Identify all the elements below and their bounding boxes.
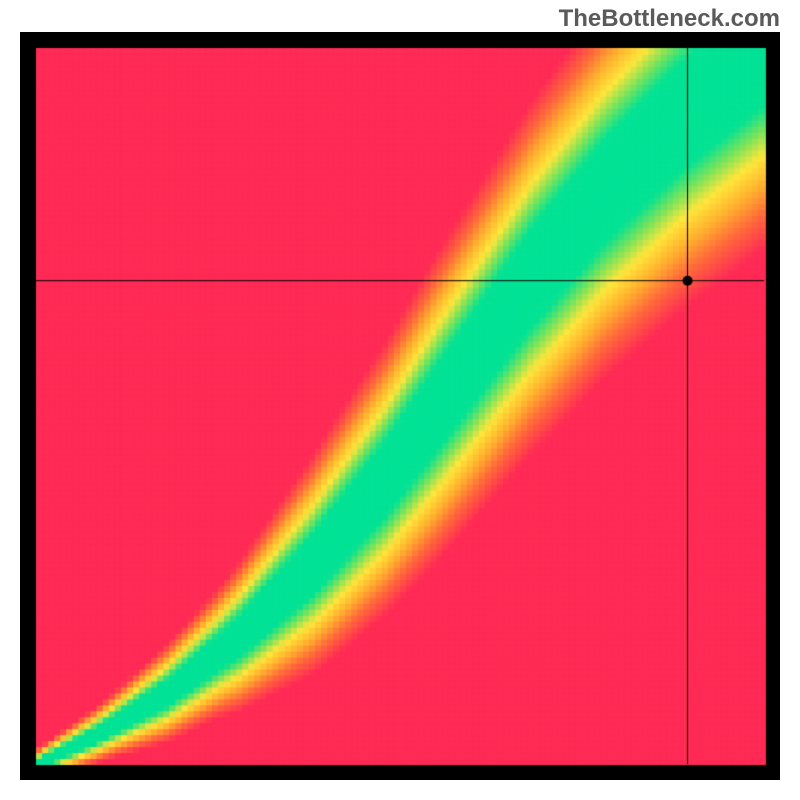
heatmap-canvas <box>20 32 780 780</box>
watermark-text: TheBottleneck.com <box>559 5 780 33</box>
plot-frame <box>20 32 780 780</box>
